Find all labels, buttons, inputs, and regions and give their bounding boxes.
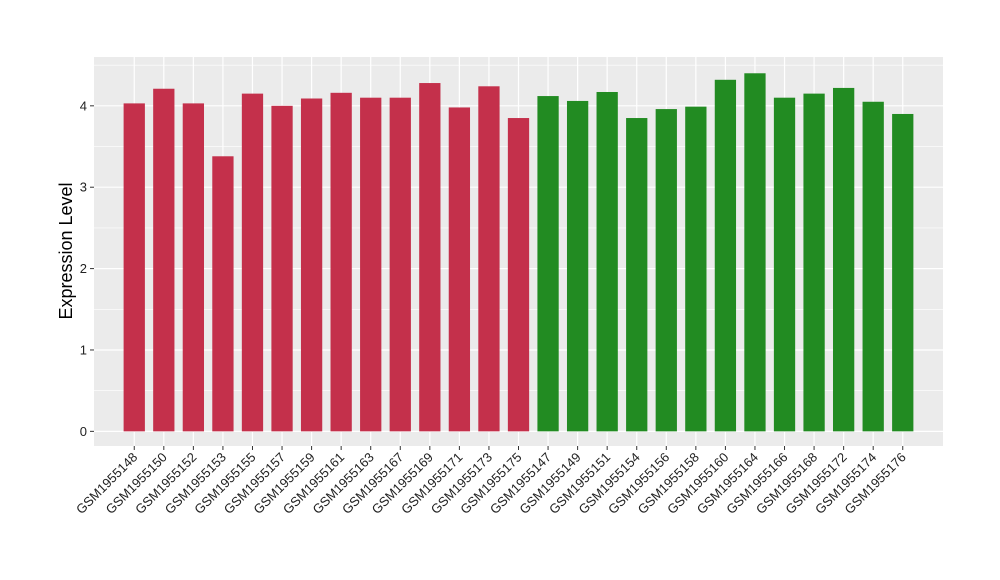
bar-GSM1955172 xyxy=(832,87,855,432)
y-axis-title: Expression Level xyxy=(56,182,76,319)
bar-GSM1955154 xyxy=(626,118,648,432)
y-tick-label: 4 xyxy=(80,98,87,113)
bar-GSM1955176 xyxy=(892,113,914,432)
bar-GSM1955171 xyxy=(448,107,471,432)
bar-GSM1955169 xyxy=(419,83,441,432)
y-tick-label: 3 xyxy=(80,180,87,195)
bar-GSM1955166 xyxy=(773,97,796,432)
bars xyxy=(123,73,914,432)
bar-GSM1955157 xyxy=(271,105,293,432)
y-tick-label: 2 xyxy=(80,261,87,276)
bar-GSM1955147 xyxy=(537,96,559,432)
bar-GSM1955161 xyxy=(330,92,352,432)
bar-GSM1955152 xyxy=(182,103,205,432)
bar-GSM1955174 xyxy=(862,101,884,432)
bar-GSM1955158 xyxy=(685,106,707,432)
bar-GSM1955175 xyxy=(507,118,530,432)
bar-GSM1955168 xyxy=(803,93,825,432)
bar-GSM1955155 xyxy=(241,93,264,432)
y-axis: 0 1 2 3 4 xyxy=(80,98,94,439)
y-tick-label: 0 xyxy=(80,424,87,439)
bar-GSM1955148 xyxy=(123,103,145,432)
bar-GSM1955173 xyxy=(478,86,500,432)
bar-GSM1955149 xyxy=(566,100,589,432)
bar-GSM1955163 xyxy=(360,97,382,432)
x-axis: GSM1955148GSM1955150GSM1955152GSM1955153… xyxy=(73,446,909,517)
bar-GSM1955160 xyxy=(714,79,737,432)
bar-GSM1955156 xyxy=(655,109,677,432)
bar-GSM1955167 xyxy=(389,97,411,432)
bar-GSM1955164 xyxy=(744,73,766,432)
bar-GSM1955151 xyxy=(596,91,618,432)
bar-GSM1955153 xyxy=(212,156,234,432)
bar-GSM1955159 xyxy=(300,98,323,432)
bar-GSM1955150 xyxy=(153,88,175,432)
y-tick-label: 1 xyxy=(80,342,87,357)
